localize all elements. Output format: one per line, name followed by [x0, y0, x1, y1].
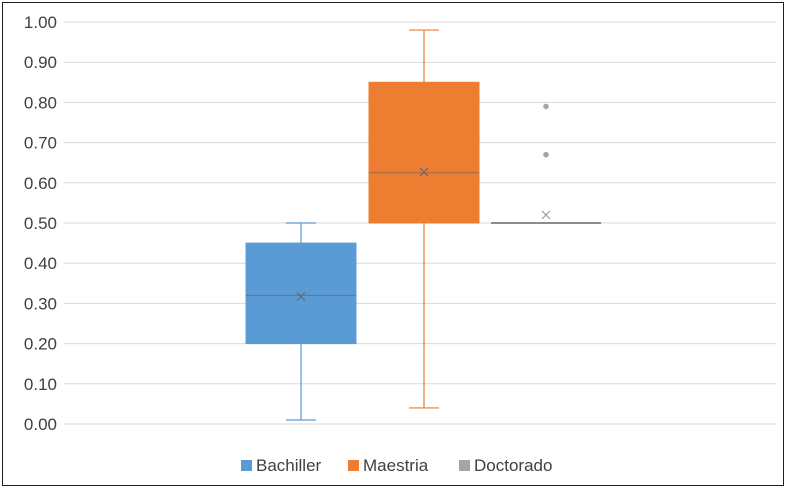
outlier-point [543, 151, 549, 158]
y-tick-label: 0.40 [24, 254, 57, 273]
legend-label: Maestria [363, 456, 429, 475]
legend: Bachiller Maestria Doctorado [241, 456, 552, 475]
y-tick-label: 1.00 [24, 13, 57, 32]
mean-marker [541, 210, 551, 220]
mean-marker [419, 167, 429, 177]
y-tick-label: 0.80 [24, 93, 57, 112]
legend-swatch [459, 460, 470, 471]
y-tick-label: 0.70 [24, 134, 57, 153]
y-tick-label: 0.30 [24, 294, 57, 313]
mean-marker [296, 292, 306, 301]
y-tick-label: 0.50 [24, 214, 57, 233]
box-bachiller [245, 222, 357, 421]
y-tick-label: 0.90 [24, 53, 57, 72]
y-tick-label: 0.00 [24, 415, 57, 434]
y-tick-label: 0.10 [24, 375, 57, 394]
box-iqr [245, 242, 357, 345]
box-doctorado [491, 103, 601, 224]
legend-swatch [348, 460, 359, 471]
box-maestria [368, 29, 480, 409]
legend-label: Bachiller [256, 456, 322, 475]
outlier-point [543, 103, 549, 110]
y-tick-label: 0.60 [24, 174, 57, 193]
y-axis-ticks: 0.00 0.10 0.20 0.30 0.40 0.50 0.60 0.70 0.80 0.90… [24, 13, 57, 434]
legend-label: Doctorado [474, 456, 552, 475]
box-series [245, 29, 601, 421]
box-iqr [368, 81, 480, 224]
legend-swatch [241, 460, 252, 471]
y-tick-label: 0.20 [24, 335, 57, 354]
